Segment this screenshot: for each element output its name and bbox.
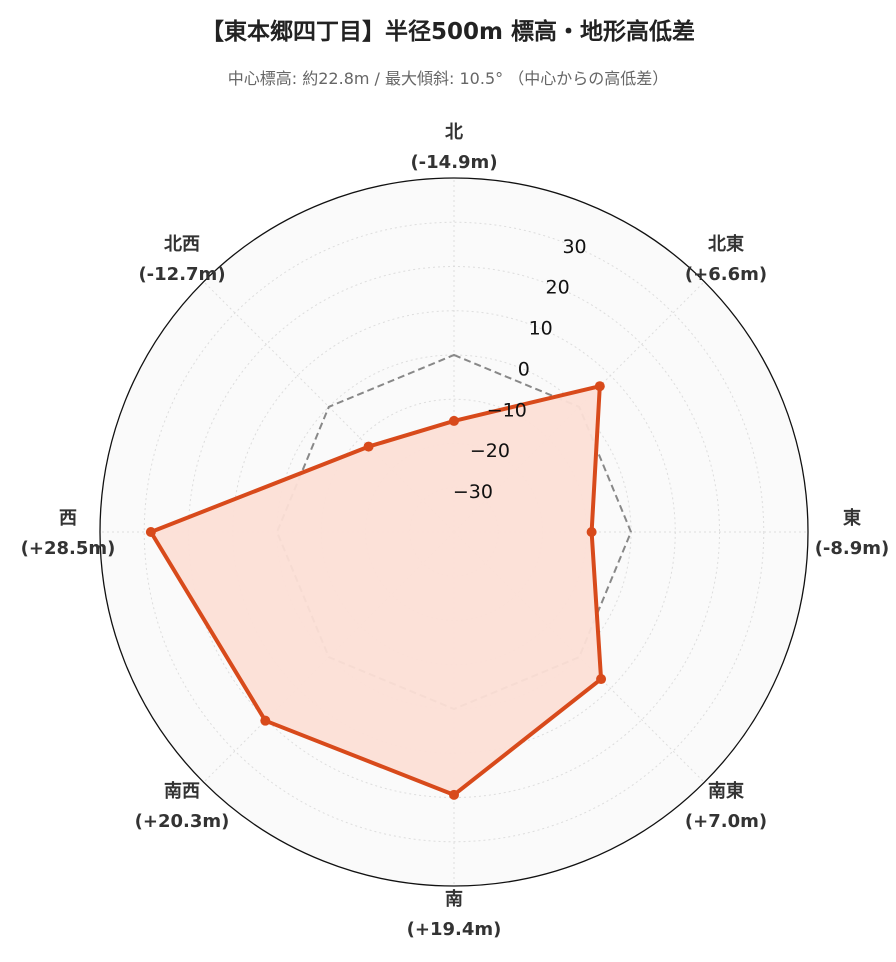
- direction-value-label: (+19.4m): [407, 919, 502, 940]
- direction-value-label: (+6.6m): [685, 264, 767, 285]
- grid-ring: [143, 221, 765, 843]
- direction-value-label: (-8.9m): [815, 538, 890, 559]
- direction-label: 東: [843, 507, 861, 529]
- data-point-3: [586, 527, 597, 537]
- data-point-7: [145, 527, 156, 537]
- direction-label: 北西: [164, 234, 200, 255]
- direction-labels: 北 (-14.9m) 北東 (+6.6m) 東 (-8.9m) 南東 (+7.0m) 南 (+19…: [21, 122, 890, 940]
- rtick-label: 10: [529, 318, 553, 340]
- outer-frame: [99, 177, 809, 887]
- chart-subtitle: 中心標高: 約22.8m / 最大傾斜: 10.5° （中心からの高低差）: [227, 69, 669, 88]
- data-point-5: [449, 789, 459, 800]
- data-point-4: [596, 674, 607, 685]
- direction-value-label: (+20.3m): [135, 811, 230, 832]
- direction-label: 西: [59, 508, 77, 529]
- series-layer: [145, 381, 607, 800]
- radial-tick-labels: −30 −20 −10 0 10 20 30: [453, 236, 587, 503]
- rtick-label: −10: [487, 399, 527, 421]
- direction-label: 北: [445, 122, 463, 143]
- rtick-label: 20: [546, 277, 570, 299]
- rtick-label: 30: [562, 236, 586, 258]
- data-point-2: [594, 381, 605, 392]
- direction-value-label: (-12.7m): [138, 264, 225, 285]
- direction-value-label: (+28.5m): [21, 538, 116, 559]
- rtick-label: 0: [518, 358, 530, 380]
- data-point-1: [449, 415, 459, 426]
- direction-label: 南西: [164, 780, 200, 802]
- rtick-label: −20: [470, 440, 510, 462]
- direction-label: 北東: [708, 233, 744, 255]
- rtick-label: −30: [453, 481, 493, 503]
- direction-label: 南: [445, 888, 463, 910]
- direction-value-label: (+7.0m): [685, 811, 767, 832]
- data-point-8: [363, 441, 374, 452]
- chart-title: 【東本郷四丁目】半径500m 標高・地形高低差: [201, 19, 695, 45]
- direction-label: 南東: [708, 780, 744, 802]
- data-point-6: [260, 715, 271, 726]
- direction-value-label: (-14.9m): [410, 152, 497, 173]
